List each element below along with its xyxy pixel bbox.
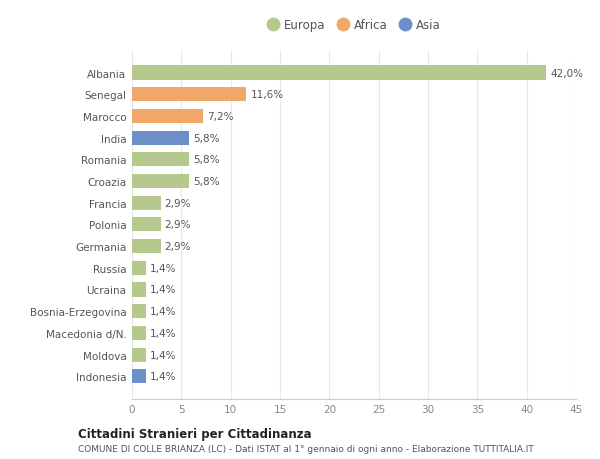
Text: 42,0%: 42,0% [550,68,583,78]
Text: 1,4%: 1,4% [150,307,176,317]
Bar [132,348,146,362]
Bar [132,283,146,297]
Bar [132,88,247,102]
Text: 5,8%: 5,8% [193,133,220,143]
Text: 1,4%: 1,4% [150,371,176,381]
Text: 1,4%: 1,4% [150,263,176,273]
Text: 7,2%: 7,2% [207,112,233,122]
Bar [132,67,547,80]
Bar [132,304,146,319]
Text: 2,9%: 2,9% [164,241,191,252]
Bar [132,261,146,275]
Bar [132,218,161,232]
Bar [132,131,189,146]
Bar [132,326,146,340]
Legend: Europa, Africa, Asia: Europa, Africa, Asia [263,15,445,37]
Bar [132,240,161,253]
Text: COMUNE DI COLLE BRIANZA (LC) - Dati ISTAT al 1° gennaio di ogni anno - Elaborazi: COMUNE DI COLLE BRIANZA (LC) - Dati ISTA… [78,444,534,453]
Text: 11,6%: 11,6% [250,90,284,100]
Text: 1,4%: 1,4% [150,350,176,360]
Text: 5,8%: 5,8% [193,177,220,187]
Bar [132,174,189,189]
Text: 2,9%: 2,9% [164,198,191,208]
Text: Cittadini Stranieri per Cittadinanza: Cittadini Stranieri per Cittadinanza [78,427,311,440]
Bar [132,369,146,383]
Text: 1,4%: 1,4% [150,328,176,338]
Text: 5,8%: 5,8% [193,155,220,165]
Text: 1,4%: 1,4% [150,285,176,295]
Text: 2,9%: 2,9% [164,220,191,230]
Bar [132,153,189,167]
Bar [132,196,161,210]
Bar [132,110,203,124]
